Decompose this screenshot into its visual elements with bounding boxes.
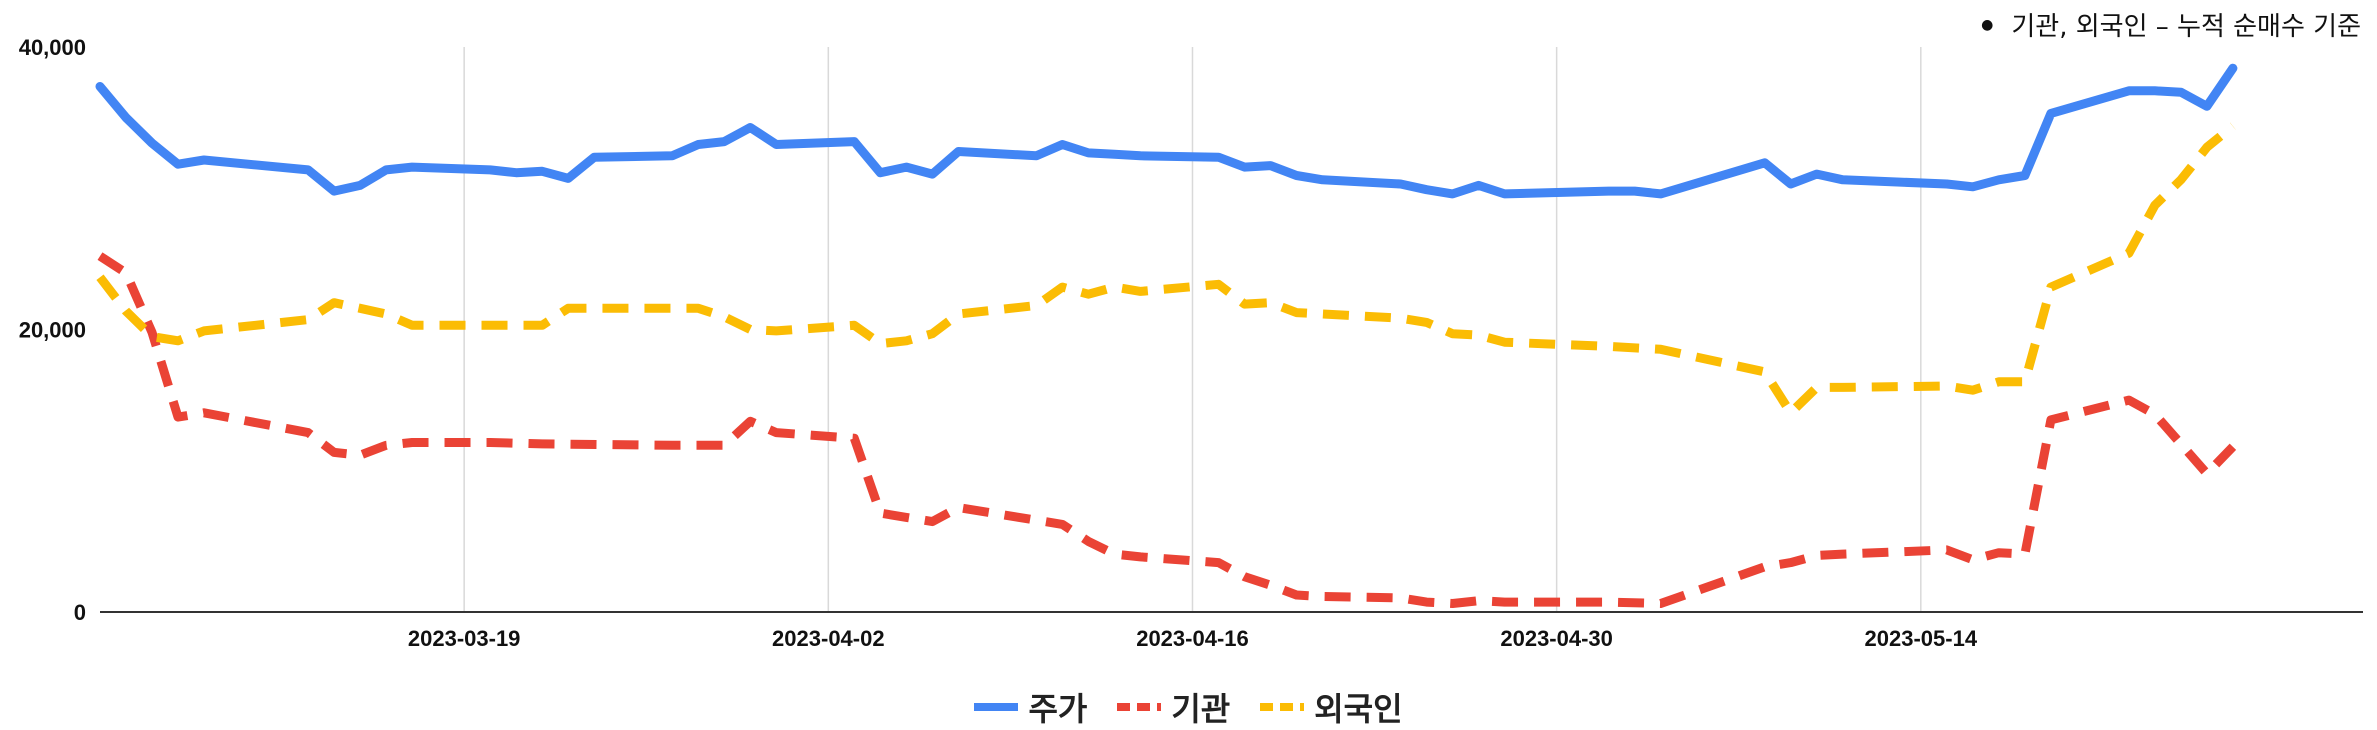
annotation-text: 기관, 외국인 – 누적 순매수 기준 bbox=[2011, 12, 2361, 42]
bullet-icon: ● bbox=[1981, 16, 1994, 33]
x-tick-label-4: 2023-05-14 bbox=[1865, 626, 1978, 651]
series-line-1 bbox=[97, 252, 2237, 608]
gridlines bbox=[463, 47, 1922, 612]
x-tick-label-0: 2023-03-19 bbox=[408, 626, 521, 651]
legend-swatch-0 bbox=[974, 703, 1019, 711]
legend-item-1: 기관 bbox=[1117, 684, 1230, 730]
axes: 2023-03-19 2023-04-02 2023-04-16 2023-04-30… bbox=[19, 35, 2363, 651]
legend: 주가 기관 외국인 bbox=[0, 684, 2377, 730]
legend-item-0: 주가 bbox=[974, 684, 1087, 730]
x-tick-label-3: 2023-04-30 bbox=[1500, 626, 1613, 651]
legend-label-1: 기관 bbox=[1171, 690, 1231, 728]
legend-label-2: 외국인 bbox=[1314, 690, 1403, 728]
legend-item-2: 외국인 bbox=[1260, 684, 1403, 730]
x-tick-label-1: 2023-04-02 bbox=[772, 626, 885, 651]
y-tick-label-1: 20,000 bbox=[19, 318, 86, 343]
legend-label-0: 주가 bbox=[1028, 690, 1088, 728]
y-tick-label-0: 0 bbox=[74, 600, 86, 625]
y-tick-label-2: 40,000 bbox=[19, 35, 86, 60]
legend-swatch-1 bbox=[1117, 703, 1162, 711]
series-lines bbox=[95, 63, 2238, 608]
x-tick-label-2: 2023-04-16 bbox=[1136, 626, 1249, 651]
series-line-2 bbox=[96, 122, 2236, 418]
legend-swatch-2 bbox=[1260, 703, 1305, 711]
series-line-0 bbox=[95, 63, 2238, 199]
annotation-note: ● 기관, 외국인 – 누적 순매수 기준 bbox=[1981, 6, 2361, 43]
